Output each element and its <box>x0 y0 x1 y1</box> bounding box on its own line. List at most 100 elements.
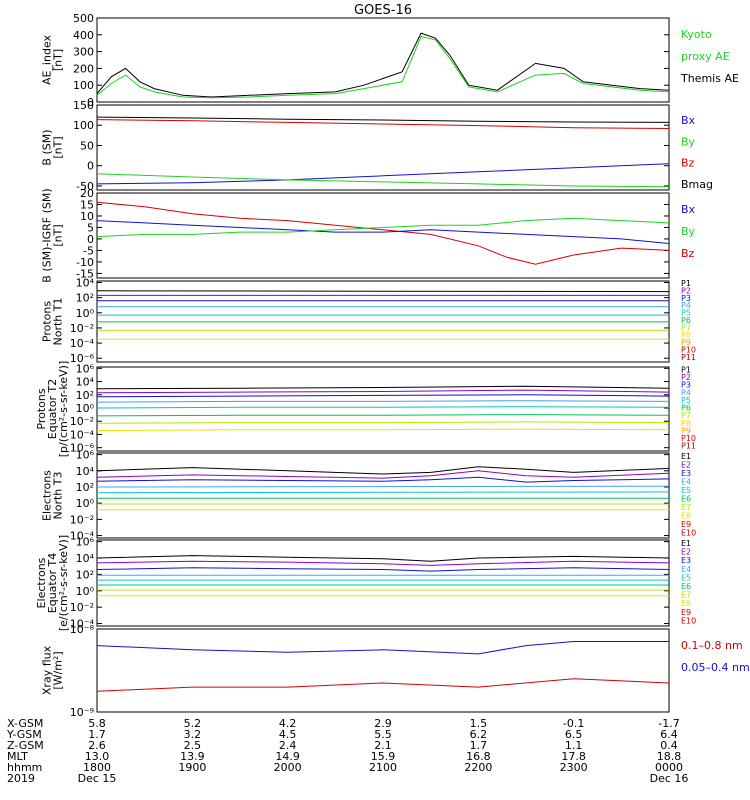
legend-entry: E9 <box>681 608 691 617</box>
y-tick-label: 20 <box>80 187 94 200</box>
y-axis-label: [nT] <box>52 224 65 246</box>
legend-entry: E6 <box>681 582 691 591</box>
series-line <box>96 678 670 692</box>
y-tick-label: 10⁴ <box>76 552 95 565</box>
legend-entry: E8 <box>681 511 691 520</box>
legend-entry: P2 <box>681 373 691 382</box>
legend-entry: P9 <box>681 338 691 347</box>
legend-entry: P7 <box>681 323 691 332</box>
legend-entry: E2 <box>681 460 691 469</box>
y-tick-label: 200 <box>73 62 94 75</box>
y-tick-label: 10² <box>76 568 94 581</box>
x-axis-tick-label: 13.0 <box>85 750 110 763</box>
x-axis-tick-label: 0000 <box>655 761 683 774</box>
y-axis-label: [e/(cm²-s-sr-keV)] <box>57 535 70 631</box>
x-axis-tick-label: 2200 <box>464 761 492 774</box>
y-tick-label: 10⁰ <box>76 402 95 415</box>
y-tick-label: 10⁻⁹ <box>70 706 94 719</box>
x-axis-tick-label: 13.9 <box>180 750 205 763</box>
x-axis-tick-label: 1.1 <box>565 739 583 752</box>
y-tick-label: 50 <box>80 139 94 152</box>
x-axis-tick-label: 5.5 <box>374 728 392 741</box>
series-line <box>96 201 670 265</box>
legend-entry: E8 <box>681 599 691 608</box>
y-tick-label: 100 <box>73 79 94 92</box>
legend-entry: P10 <box>681 345 696 354</box>
series-line <box>96 476 670 483</box>
y-axis-label: B (SM) <box>41 129 54 165</box>
y-tick-label: 10⁻⁶ <box>70 442 95 455</box>
y-tick-label: 10⁻⁴ <box>70 618 95 631</box>
start-date: Dec 15 <box>78 772 117 785</box>
y-axis-label: [p/(cm²-s-sr-keV)] <box>57 361 70 458</box>
y-axis-label: Protons <box>41 301 54 342</box>
legend-entry: P4 <box>681 388 691 397</box>
y-axis-label: [nT] <box>52 136 65 158</box>
legend-entry: P2 <box>681 287 691 296</box>
x-axis-row-label: hhmm <box>7 761 42 774</box>
y-tick-label: 10⁻⁸ <box>70 623 95 636</box>
series-line <box>96 394 670 398</box>
panel-frame <box>96 366 670 452</box>
y-axis-label: North T3 <box>52 472 65 520</box>
x-axis-tick-label: 5.2 <box>184 717 202 730</box>
legend-entry: P10 <box>681 434 696 443</box>
y-tick-label: 10² <box>76 481 94 494</box>
panel-frame <box>96 539 670 627</box>
series-line <box>96 32 670 98</box>
legend-entry: P3 <box>681 381 691 390</box>
y-axis-label: AE_index <box>41 34 54 85</box>
y-tick-label: 10⁰ <box>76 497 95 510</box>
legend-entry: P1 <box>681 365 691 374</box>
x-axis-row-label: Z-GSM <box>7 739 44 752</box>
series-line <box>96 485 670 488</box>
legend-entry: proxy AE <box>681 50 730 63</box>
x-axis-tick-label: 0.4 <box>660 739 678 752</box>
series-line <box>96 555 670 562</box>
series-line <box>96 421 670 424</box>
x-axis-tick-label: 6.2 <box>470 728 488 741</box>
series-line <box>96 560 670 566</box>
legend-entry: Bmag <box>681 178 713 191</box>
series-line <box>96 400 670 403</box>
legend-entry: Bz <box>681 247 695 260</box>
series-line <box>96 567 670 572</box>
series-line <box>96 163 670 185</box>
y-tick-label: 10⁻⁴ <box>70 337 95 350</box>
y-tick-label: 0 <box>87 96 94 109</box>
legend-entry: E5 <box>681 486 691 495</box>
series-line <box>96 35 670 99</box>
x-axis-table: X-GSM 5.8 5.2 4.2 2.9 1.5 -0.1 -1.7 Y-GSM 1.7 3.2 4… <box>6 717 688 785</box>
y-tick-label: 10² <box>76 389 94 402</box>
series-line <box>96 119 670 129</box>
legend-entry: E7 <box>681 591 691 600</box>
x-axis-tick-label: 17.8 <box>561 750 586 763</box>
legend-entry: P7 <box>681 411 691 420</box>
x-axis-tick-label: 2.1 <box>374 739 392 752</box>
y-tick-label: -5 <box>83 244 94 257</box>
y-tick-label: 300 <box>73 46 94 59</box>
y-tick-label: 15 <box>80 198 94 211</box>
x-axis-tick-label: 2.9 <box>374 717 392 730</box>
y-axis-label: Xray flux <box>41 645 54 695</box>
y-tick-label: 500 <box>73 12 94 25</box>
legend-entry: P3 <box>681 294 691 303</box>
legend-entry: E7 <box>681 503 691 512</box>
legend-entry: E1 <box>681 452 691 461</box>
y-tick-label: 10⁴ <box>76 277 95 290</box>
legend-entry: E2 <box>681 548 691 557</box>
end-date: Dec 16 <box>650 772 689 785</box>
panel-1: 500 400 300 200 100 0 AE_index[nT] Kyoto proxy A… <box>41 12 739 109</box>
y-tick-label: 10⁴ <box>76 376 95 389</box>
legend-entry: E4 <box>681 565 691 574</box>
x-axis-tick-label: 6.5 <box>565 728 583 741</box>
x-axis-tick-label: 14.9 <box>275 750 300 763</box>
x-axis-row-label: Y-GSM <box>6 728 42 741</box>
legend-entry: P6 <box>681 404 691 413</box>
series-line <box>96 406 670 409</box>
legend-entry: P6 <box>681 316 691 325</box>
legend-entry: E10 <box>681 528 696 537</box>
